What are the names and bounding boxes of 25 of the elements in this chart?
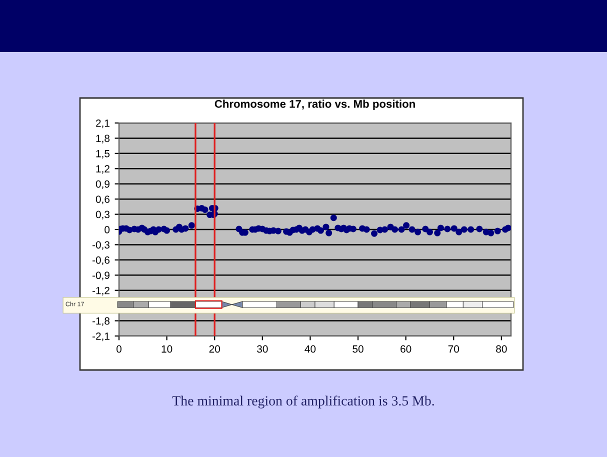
y-tick-label: -1,2 — [92, 286, 110, 296]
y-tick-label: 1,5 — [96, 150, 110, 159]
x-tick-label: 20 — [209, 345, 220, 353]
y-tick-label: 1,8 — [96, 134, 110, 144]
y-tick-label: 0,9 — [96, 180, 110, 189]
x-tick-label: 50 — [352, 345, 364, 353]
chart-title: Chromosome 17, ratio vs. Mb position — [214, 100, 415, 110]
y-tick-label: 0,6 — [96, 196, 110, 204]
y-tick-label: 2,1 — [96, 120, 110, 128]
x-tick-label: 60 — [400, 345, 412, 353]
text: The minimal region of amplification is 3.5 Mb. — [172, 396, 434, 408]
x-tick-label: 10 — [162, 345, 172, 353]
x-tick-label: 0 — [116, 345, 122, 353]
x-tick-label: 80 — [496, 345, 507, 353]
y-tick-label: -0,3 — [92, 241, 110, 250]
x-tick-label: 40 — [304, 345, 316, 353]
x-tick-label: 30 — [257, 345, 268, 353]
y-tick-label: 0,3 — [96, 210, 110, 220]
y-tick-label: -0,6 — [92, 256, 110, 266]
y-tick-label: 1,2 — [96, 165, 110, 174]
y-tick-label: -0,9 — [92, 272, 110, 280]
x-tick-label: 70 — [448, 345, 460, 353]
y-tick-label: 0 — [104, 226, 110, 234]
y-tick-label: -2,1 — [92, 332, 110, 342]
y-tick-label: -1,8 — [92, 317, 110, 326]
